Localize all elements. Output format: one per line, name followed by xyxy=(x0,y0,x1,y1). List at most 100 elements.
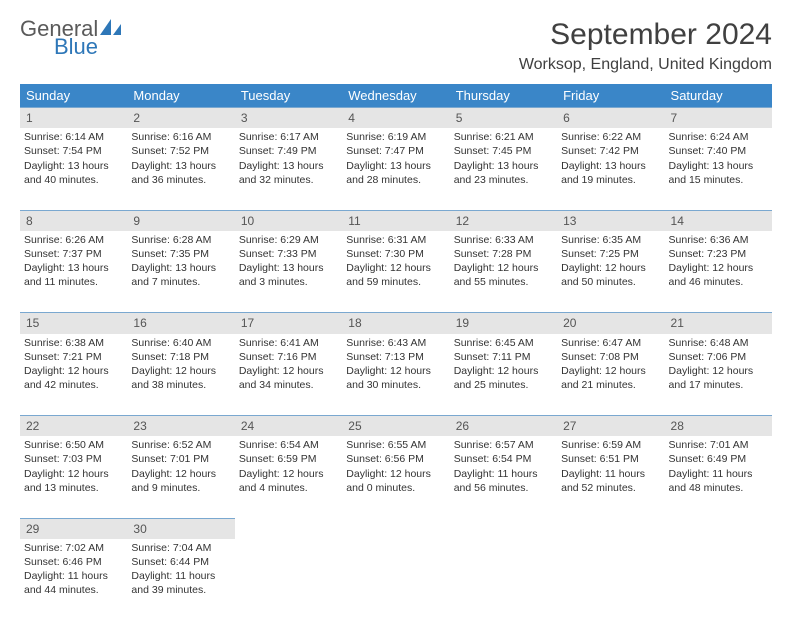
content-row: Sunrise: 6:38 AMSunset: 7:21 PMDaylight:… xyxy=(20,334,772,416)
daylight-line-2: and 21 minutes. xyxy=(561,378,660,392)
sunrise-line: Sunrise: 6:31 AM xyxy=(346,233,445,247)
day-cell: Sunrise: 6:55 AMSunset: 6:56 PMDaylight:… xyxy=(342,436,449,518)
col-thursday: Thursday xyxy=(450,84,557,108)
day-cell: Sunrise: 7:01 AMSunset: 6:49 PMDaylight:… xyxy=(665,436,772,518)
col-friday: Friday xyxy=(557,84,664,108)
daynum-row: 2930 xyxy=(20,518,772,539)
sunset-line: Sunset: 7:33 PM xyxy=(239,247,338,261)
sunrise-line: Sunrise: 6:55 AM xyxy=(346,438,445,452)
daynum-row: 1234567 xyxy=(20,108,772,129)
daylight-line-2: and 40 minutes. xyxy=(24,173,123,187)
daylight-line-1: Daylight: 11 hours xyxy=(454,467,553,481)
sunrise-line: Sunrise: 6:16 AM xyxy=(131,130,230,144)
day-number xyxy=(235,518,342,539)
daylight-line-2: and 13 minutes. xyxy=(24,481,123,495)
content-row: Sunrise: 7:02 AMSunset: 6:46 PMDaylight:… xyxy=(20,539,772,621)
daylight-line-1: Daylight: 12 hours xyxy=(239,467,338,481)
sunset-line: Sunset: 6:59 PM xyxy=(239,452,338,466)
sunset-line: Sunset: 7:49 PM xyxy=(239,144,338,158)
sunrise-line: Sunrise: 6:45 AM xyxy=(454,336,553,350)
sunset-line: Sunset: 7:52 PM xyxy=(131,144,230,158)
daylight-line-2: and 11 minutes. xyxy=(24,275,123,289)
daylight-line-1: Daylight: 12 hours xyxy=(24,467,123,481)
day-cell: Sunrise: 6:35 AMSunset: 7:25 PMDaylight:… xyxy=(557,231,664,313)
sunset-line: Sunset: 7:35 PM xyxy=(131,247,230,261)
day-cell xyxy=(342,539,449,621)
day-cell: Sunrise: 6:36 AMSunset: 7:23 PMDaylight:… xyxy=(665,231,772,313)
sunrise-line: Sunrise: 6:40 AM xyxy=(131,336,230,350)
daylight-line-1: Daylight: 12 hours xyxy=(454,261,553,275)
col-sunday: Sunday xyxy=(20,84,127,108)
day-cell: Sunrise: 6:40 AMSunset: 7:18 PMDaylight:… xyxy=(127,334,234,416)
sunset-line: Sunset: 7:01 PM xyxy=(131,452,230,466)
day-cell: Sunrise: 6:21 AMSunset: 7:45 PMDaylight:… xyxy=(450,128,557,210)
day-number: 27 xyxy=(557,416,664,437)
day-number: 29 xyxy=(20,518,127,539)
sunrise-line: Sunrise: 6:33 AM xyxy=(454,233,553,247)
sunset-line: Sunset: 7:23 PM xyxy=(669,247,768,261)
sunrise-line: Sunrise: 6:54 AM xyxy=(239,438,338,452)
sunrise-line: Sunrise: 6:59 AM xyxy=(561,438,660,452)
day-cell: Sunrise: 7:04 AMSunset: 6:44 PMDaylight:… xyxy=(127,539,234,621)
daylight-line-1: Daylight: 11 hours xyxy=(561,467,660,481)
day-cell: Sunrise: 6:24 AMSunset: 7:40 PMDaylight:… xyxy=(665,128,772,210)
weekday-header-row: Sunday Monday Tuesday Wednesday Thursday… xyxy=(20,84,772,108)
day-number: 18 xyxy=(342,313,449,334)
sunset-line: Sunset: 7:37 PM xyxy=(24,247,123,261)
sunset-line: Sunset: 7:30 PM xyxy=(346,247,445,261)
sunrise-line: Sunrise: 6:29 AM xyxy=(239,233,338,247)
sunrise-line: Sunrise: 6:26 AM xyxy=(24,233,123,247)
daylight-line-2: and 59 minutes. xyxy=(346,275,445,289)
day-cell xyxy=(557,539,664,621)
day-number: 15 xyxy=(20,313,127,334)
day-cell: Sunrise: 6:57 AMSunset: 6:54 PMDaylight:… xyxy=(450,436,557,518)
daylight-line-1: Daylight: 12 hours xyxy=(346,261,445,275)
day-cell: Sunrise: 6:29 AMSunset: 7:33 PMDaylight:… xyxy=(235,231,342,313)
daylight-line-1: Daylight: 12 hours xyxy=(561,261,660,275)
location-text: Worksop, England, United Kingdom xyxy=(519,56,772,74)
day-number: 13 xyxy=(557,210,664,231)
daylight-line-1: Daylight: 13 hours xyxy=(131,261,230,275)
daylight-line-2: and 39 minutes. xyxy=(131,583,230,597)
sunset-line: Sunset: 7:45 PM xyxy=(454,144,553,158)
day-cell: Sunrise: 6:33 AMSunset: 7:28 PMDaylight:… xyxy=(450,231,557,313)
daylight-line-2: and 55 minutes. xyxy=(454,275,553,289)
day-cell: Sunrise: 6:48 AMSunset: 7:06 PMDaylight:… xyxy=(665,334,772,416)
sunrise-line: Sunrise: 6:24 AM xyxy=(669,130,768,144)
col-saturday: Saturday xyxy=(665,84,772,108)
daylight-line-1: Daylight: 13 hours xyxy=(669,159,768,173)
col-wednesday: Wednesday xyxy=(342,84,449,108)
daylight-line-1: Daylight: 13 hours xyxy=(346,159,445,173)
sunset-line: Sunset: 6:44 PM xyxy=(131,555,230,569)
logo-text-blue: Blue xyxy=(54,36,122,58)
day-cell: Sunrise: 6:50 AMSunset: 7:03 PMDaylight:… xyxy=(20,436,127,518)
daylight-line-1: Daylight: 11 hours xyxy=(131,569,230,583)
daylight-line-2: and 25 minutes. xyxy=(454,378,553,392)
daylight-line-1: Daylight: 11 hours xyxy=(24,569,123,583)
daylight-line-2: and 36 minutes. xyxy=(131,173,230,187)
daylight-line-1: Daylight: 12 hours xyxy=(24,364,123,378)
daynum-row: 22232425262728 xyxy=(20,416,772,437)
day-number: 12 xyxy=(450,210,557,231)
daylight-line-1: Daylight: 11 hours xyxy=(669,467,768,481)
day-number: 28 xyxy=(665,416,772,437)
sunset-line: Sunset: 7:03 PM xyxy=(24,452,123,466)
daylight-line-1: Daylight: 12 hours xyxy=(561,364,660,378)
daylight-line-2: and 23 minutes. xyxy=(454,173,553,187)
day-number: 21 xyxy=(665,313,772,334)
day-number: 22 xyxy=(20,416,127,437)
content-row: Sunrise: 6:50 AMSunset: 7:03 PMDaylight:… xyxy=(20,436,772,518)
content-row: Sunrise: 6:26 AMSunset: 7:37 PM Daylight:… xyxy=(20,231,772,313)
sunrise-line: Sunrise: 7:01 AM xyxy=(669,438,768,452)
daylight-line-1: Daylight: 12 hours xyxy=(239,364,338,378)
sunset-line: Sunset: 7:25 PM xyxy=(561,247,660,261)
daynum-row: 891011121314 xyxy=(20,210,772,231)
day-cell: Sunrise: 6:59 AMSunset: 6:51 PMDaylight:… xyxy=(557,436,664,518)
sunset-line: Sunset: 7:18 PM xyxy=(131,350,230,364)
sunrise-line: Sunrise: 7:04 AM xyxy=(131,541,230,555)
sunrise-line: Sunrise: 6:21 AM xyxy=(454,130,553,144)
sunrise-line: Sunrise: 6:14 AM xyxy=(24,130,123,144)
daylight-line-1: Daylight: 13 hours xyxy=(131,159,230,173)
sunrise-line: Sunrise: 6:43 AM xyxy=(346,336,445,350)
daylight-line-2: and 50 minutes. xyxy=(561,275,660,289)
